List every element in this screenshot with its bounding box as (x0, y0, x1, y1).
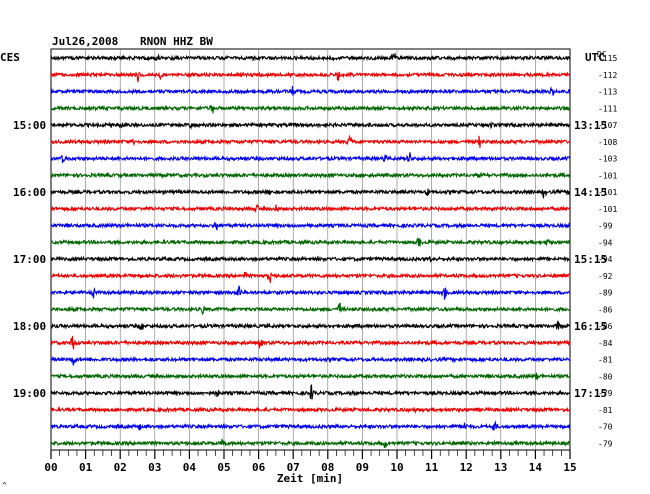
dc-offset-label: -70 (598, 423, 613, 432)
x-tick-label: 08 (321, 461, 334, 474)
right-hour-label: 15:15 (574, 253, 607, 266)
trace-line (50, 71, 571, 83)
dc-offset-label: -84 (598, 339, 613, 348)
x-tick-label: 02 (114, 461, 127, 474)
trace-line (50, 355, 571, 366)
dc-offset-label: -103 (598, 155, 617, 164)
trace-line (50, 302, 571, 316)
trace-line (50, 221, 571, 231)
trace-line (50, 320, 571, 330)
trace-line (50, 406, 571, 415)
right-hour-label: 14:15 (574, 186, 607, 199)
x-tick-label: 04 (183, 461, 197, 474)
x-tick-label: 13 (494, 461, 507, 474)
trace-line (50, 384, 571, 400)
left-hour-label: 17:00 (13, 253, 46, 266)
trace-line (50, 255, 571, 263)
x-tick-label: 07 (287, 461, 300, 474)
trace-line (50, 85, 571, 96)
dc-header: DC (597, 50, 607, 59)
trace-line (50, 203, 571, 213)
dc-offset-label: -79 (598, 389, 613, 398)
dc-offset-label: -99 (598, 222, 613, 231)
x-axis-label: Zeit [min] (277, 472, 343, 485)
trace-line (50, 335, 571, 350)
trace-line (50, 120, 571, 130)
dc-offset-label: -112 (598, 71, 617, 80)
dc-offset-label: -115 (598, 54, 617, 63)
trace-line (50, 438, 571, 449)
dc-offset-label: -101 (598, 205, 617, 214)
dc-offset-label: -81 (598, 356, 613, 365)
x-tick-label: 03 (148, 461, 161, 474)
x-tick-label: 12 (460, 461, 473, 474)
trace-line (50, 152, 571, 164)
corner-mark: ^ (2, 481, 7, 490)
trace-line (50, 372, 571, 381)
dc-offset-label: -111 (598, 104, 617, 113)
dc-offset-label: -86 (598, 322, 613, 331)
trace-line (50, 53, 571, 62)
trace-line (50, 284, 571, 301)
x-tick-label: 09 (356, 461, 369, 474)
trace-line (50, 420, 571, 431)
dc-offset-label: -81 (598, 406, 613, 415)
dc-offset-label: -107 (598, 121, 617, 130)
left-hour-label: 15:00 (13, 119, 46, 132)
x-tick-label: 05 (217, 461, 230, 474)
dc-offset-label: -89 (598, 289, 613, 298)
trace-line (50, 134, 571, 148)
x-tick-label: 14 (529, 461, 543, 474)
x-tick-label: 01 (79, 461, 93, 474)
right-hour-label: 13:15 (574, 119, 607, 132)
x-tick-label: 15 (563, 461, 576, 474)
trace-line (50, 104, 571, 114)
trace-line (50, 188, 571, 200)
right-timezone-label: UTC (585, 51, 605, 64)
trace-line (50, 171, 571, 180)
dc-offset-label: -101 (598, 188, 617, 197)
trace-line (50, 271, 571, 284)
trace-line (50, 237, 571, 247)
left-hour-label: 18:00 (13, 320, 46, 333)
x-tick-label: 00 (44, 461, 57, 474)
dc-offset-label: -94 (598, 238, 613, 247)
x-tick-label: 10 (390, 461, 403, 474)
x-tick-label: 06 (252, 461, 266, 474)
title-date: Jul26,2008 (52, 35, 118, 48)
dc-offset-label: -92 (598, 272, 613, 281)
right-hour-label: 16:15 (574, 320, 607, 333)
left-hour-label: 19:00 (13, 387, 46, 400)
dc-offset-label: -86 (598, 305, 613, 314)
dc-offset-label: -113 (598, 88, 617, 97)
dc-offset-label: -80 (598, 372, 613, 381)
x-tick-label: 11 (425, 461, 439, 474)
dc-offset-label: -94 (598, 255, 613, 264)
dc-offset-label: -101 (598, 171, 617, 180)
dc-offset-label: -108 (598, 138, 617, 147)
left-hour-label: 16:00 (13, 186, 46, 199)
dc-offset-label: -79 (598, 439, 613, 448)
right-hour-label: 17:15 (574, 387, 607, 400)
left-timezone-label: CES (0, 51, 20, 64)
title-station: RNON HHZ BW (140, 35, 213, 48)
